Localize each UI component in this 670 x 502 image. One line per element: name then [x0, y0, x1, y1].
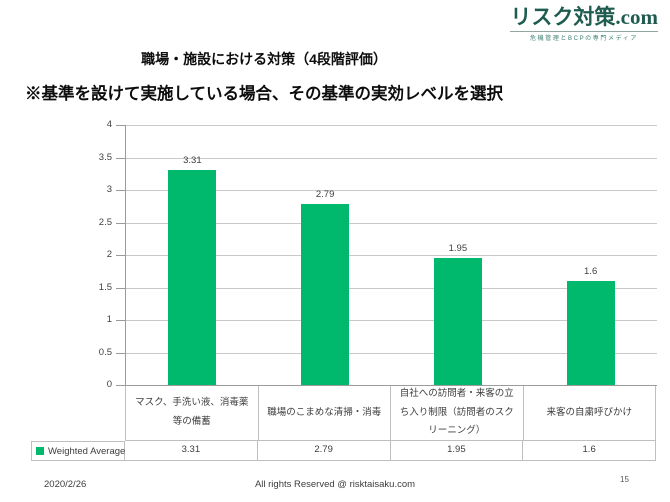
- grid-line: [126, 287, 657, 289]
- category-label-text: 職場のこまめな清掃・消毒: [267, 406, 382, 418]
- category-label: 職場のこまめな清掃・消毒: [259, 386, 391, 440]
- grid-line: [126, 320, 657, 321]
- grid-line: [126, 352, 657, 354]
- y-tick-label: 0: [106, 379, 112, 390]
- axis-tick: [116, 222, 125, 224]
- y-tick-label: 4: [106, 119, 112, 130]
- axis-tick: [116, 190, 125, 191]
- y-tick-label: 1: [106, 314, 112, 325]
- bar-value-label: 1.6: [584, 266, 598, 277]
- grid-line: [126, 255, 657, 256]
- category-label-text: マスク、手洗い液、消毒薬等の備蓄: [135, 397, 249, 427]
- bar: [566, 281, 615, 385]
- axis-tick: [116, 255, 125, 256]
- category-row: マスク、手洗い液、消毒薬等の備蓄 職場のこまめな清掃・消毒 自社への訪問者・来客の立…: [125, 386, 656, 441]
- axis-tick: [116, 287, 125, 289]
- value-cell: 1.95: [390, 441, 524, 461]
- category-label-text: 来客の自粛呼びかけ: [546, 406, 632, 418]
- value-cell: 3.31: [125, 441, 258, 461]
- logo-tagline: 危機管理とBCPの専門メディア: [530, 36, 638, 43]
- bar: [168, 169, 217, 385]
- footer-date: 2020/2/26: [44, 479, 87, 490]
- category-label: 来客の自粛呼びかけ: [524, 386, 656, 440]
- axis-tick: [116, 352, 125, 354]
- bar: [301, 203, 350, 385]
- data-table-row: Weighted Average 3.31 2.79 1.95 1.6: [31, 441, 656, 461]
- value-cell: 2.79: [257, 441, 391, 461]
- category-label-text: 自社への訪問者・来客の立ち入り制限（訪問者のスクリーニング）: [399, 388, 514, 437]
- logo: リスク対策.com 危機管理とBCPの専門メディア: [510, 5, 658, 42]
- legend-cell: Weighted Average: [31, 441, 125, 461]
- grid-line: [126, 222, 657, 224]
- axis-tick: [116, 125, 125, 126]
- y-tick-label: 2: [106, 249, 112, 260]
- page-title: 職場・施設における対策（4段階評価）: [141, 51, 387, 67]
- plot-area: 3.31 2.79 1.95 1.6: [125, 125, 657, 386]
- bar-value-label: 1.95: [448, 243, 468, 255]
- category-label: 自社への訪問者・来客の立ち入り制限（訪問者のスクリーニング）: [391, 386, 524, 440]
- legend-color-swatch: [36, 447, 44, 455]
- grid-line: [126, 125, 657, 126]
- bar: [433, 258, 482, 385]
- y-tick-label: 0.5: [98, 346, 112, 358]
- axis-tick: [116, 157, 125, 159]
- title-block: 職場・施設における対策（4段階評価） ※基準を設けて実施している場合、その基準の…: [0, 49, 528, 104]
- page-number: 15: [620, 475, 629, 484]
- axis-tick: [116, 320, 125, 321]
- y-tick-label: 3: [106, 184, 112, 195]
- legend-label: Weighted Average: [48, 445, 126, 457]
- value-cell: 1.6: [523, 441, 656, 461]
- footer-copyright: All rights Reserved @ risktaisaku.com: [254, 479, 416, 490]
- y-tick-label: 1.5: [98, 281, 112, 293]
- logo-title: リスク対策.com: [510, 5, 658, 29]
- logo-divider: [510, 31, 658, 33]
- page-subtitle: ※基準を設けて実施している場合、その基準の実効レベルを選択: [24, 85, 503, 103]
- y-tick-label: 2.5: [98, 216, 112, 228]
- category-label: マスク、手洗い液、消毒薬等の備蓄: [126, 386, 259, 440]
- grid-line: [126, 157, 657, 159]
- axis-tick: [116, 385, 125, 386]
- bar-value-label: 2.79: [315, 188, 335, 200]
- y-tick-label: 3.5: [98, 151, 112, 163]
- grid-line: [126, 190, 657, 191]
- bar-value-label: 3.31: [183, 154, 202, 166]
